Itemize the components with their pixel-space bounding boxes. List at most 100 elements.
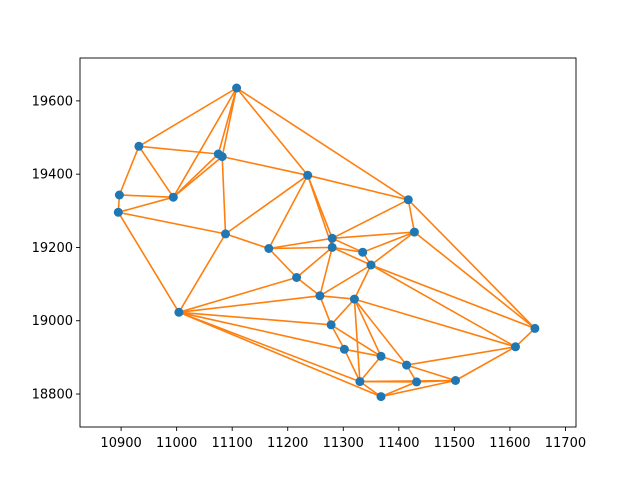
data-point-9: [221, 229, 230, 239]
edge-line-54: [353, 298, 382, 357]
x-tick-label: 11600: [489, 436, 530, 451]
data-point-15: [366, 260, 376, 270]
data-point-0: [232, 83, 242, 93]
x-tick-label: 11400: [378, 436, 419, 451]
edge-line-32: [331, 237, 364, 253]
data-point-3: [217, 152, 227, 162]
data-point-28: [451, 376, 460, 385]
edge-line-68: [380, 355, 407, 366]
edge-line-64: [344, 348, 382, 358]
edge-line-47: [296, 276, 321, 297]
edge-layer: [117, 87, 536, 398]
edge-line-28: [178, 233, 227, 313]
edge-line-41: [362, 231, 415, 253]
data-point-4: [114, 190, 124, 200]
data-point-19: [174, 307, 184, 317]
edge-line-67: [455, 346, 516, 382]
data-point-10: [264, 244, 274, 253]
plot-frame: [79, 57, 577, 428]
edge-line-31: [268, 237, 333, 250]
edge-line-27: [225, 233, 270, 250]
data-point-8: [113, 207, 123, 217]
edge-line-4: [235, 87, 309, 176]
x-tick-label: 11500: [434, 436, 475, 451]
edge-line-71: [406, 364, 456, 382]
x-tick-label: 11300: [323, 436, 364, 451]
edge-line-2: [221, 87, 238, 157]
data-point-29: [376, 392, 386, 402]
edge-line-77: [380, 379, 456, 398]
data-point-11: [327, 233, 337, 243]
edge-line-38: [332, 246, 363, 253]
y-axis: 18800 19000 19200 19400 19600: [32, 94, 80, 403]
x-tick-label: 11100: [212, 436, 253, 451]
edge-line-62: [330, 324, 382, 357]
edge-line-7: [118, 146, 140, 196]
data-point-27: [412, 377, 422, 387]
edge-line-22: [331, 199, 409, 240]
data-point-1: [134, 141, 144, 151]
edge-line-59: [178, 311, 361, 383]
edge-line-44: [353, 264, 372, 300]
edge-line-24: [407, 199, 536, 329]
x-tick-label: 11000: [156, 436, 197, 451]
edge-line-33: [332, 231, 415, 240]
data-point-16: [292, 273, 302, 282]
edge-line-19: [268, 174, 309, 249]
edge-line-53: [354, 298, 516, 348]
data-point-5: [168, 192, 178, 202]
data-point-13: [358, 247, 368, 257]
edge-line-26: [117, 211, 180, 313]
edge-line-60: [178, 311, 382, 398]
data-point-12: [327, 242, 337, 252]
edge-line-61: [330, 324, 346, 350]
edge-line-13: [221, 156, 227, 234]
edge-line-30: [268, 247, 298, 279]
edge-line-6: [138, 145, 219, 155]
edge-line-8: [138, 145, 174, 198]
edge-line-65: [343, 348, 361, 382]
edge-line-29: [268, 246, 333, 250]
edge-line-48: [178, 276, 297, 314]
data-point-26: [355, 377, 365, 387]
x-tick-label: 11700: [545, 436, 586, 451]
data-point-24: [376, 351, 386, 361]
edge-line-3: [172, 87, 238, 198]
edge-line-35: [331, 246, 372, 266]
y-tick-label: 19200: [32, 241, 73, 256]
data-point-23: [511, 342, 520, 352]
x-axis: 10900 11000 11100 11200 11300 11400 11500 11600…: [100, 427, 586, 451]
edge-line-0: [138, 87, 238, 147]
edge-line-76: [380, 381, 417, 398]
edge-line-5: [236, 87, 409, 201]
y-tick-label: 19400: [32, 168, 73, 183]
edge-line-21: [306, 175, 333, 248]
edge-line-14: [119, 194, 174, 198]
data-point-21: [530, 323, 540, 333]
data-point-7: [403, 195, 413, 205]
data-point-18: [349, 294, 359, 304]
edge-line-43: [319, 264, 372, 297]
y-tick-label: 19600: [32, 94, 73, 109]
edge-line-37: [319, 247, 333, 296]
edge-line-57: [178, 311, 332, 326]
edge-line-45: [370, 264, 536, 330]
data-point-14: [409, 227, 419, 237]
edge-line-51: [319, 295, 332, 326]
edge-line-42: [413, 231, 536, 330]
y-tick-label: 19000: [32, 314, 73, 329]
edge-line-55: [353, 298, 408, 366]
edge-line-25: [118, 211, 226, 235]
edge-line-50: [178, 295, 320, 314]
x-tick-label: 11200: [267, 436, 308, 451]
edge-line-11: [172, 155, 223, 198]
edge-line-49: [319, 295, 355, 300]
edge-line-66: [406, 346, 516, 366]
edge-line-23: [407, 199, 416, 233]
edge-line-16: [118, 196, 174, 214]
edge-line-17: [307, 174, 409, 201]
data-point-22: [339, 344, 349, 354]
data-point-20: [326, 320, 336, 330]
edge-line-36: [296, 246, 333, 279]
